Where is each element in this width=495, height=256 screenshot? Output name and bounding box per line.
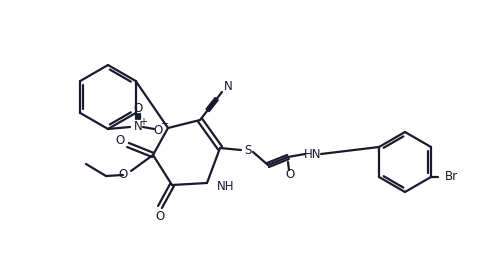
Text: O: O <box>286 168 295 182</box>
Text: N: N <box>134 121 143 133</box>
Text: O: O <box>133 102 143 115</box>
Text: +: + <box>139 117 147 127</box>
Text: NH: NH <box>217 180 235 194</box>
Text: HN: HN <box>304 147 322 161</box>
Text: −: − <box>161 119 169 129</box>
Text: O: O <box>155 209 165 222</box>
Text: Br: Br <box>445 170 458 184</box>
Text: O: O <box>153 123 163 136</box>
Text: O: O <box>115 134 125 147</box>
Text: O: O <box>118 168 128 182</box>
Text: S: S <box>245 144 251 156</box>
Text: N: N <box>224 80 232 92</box>
